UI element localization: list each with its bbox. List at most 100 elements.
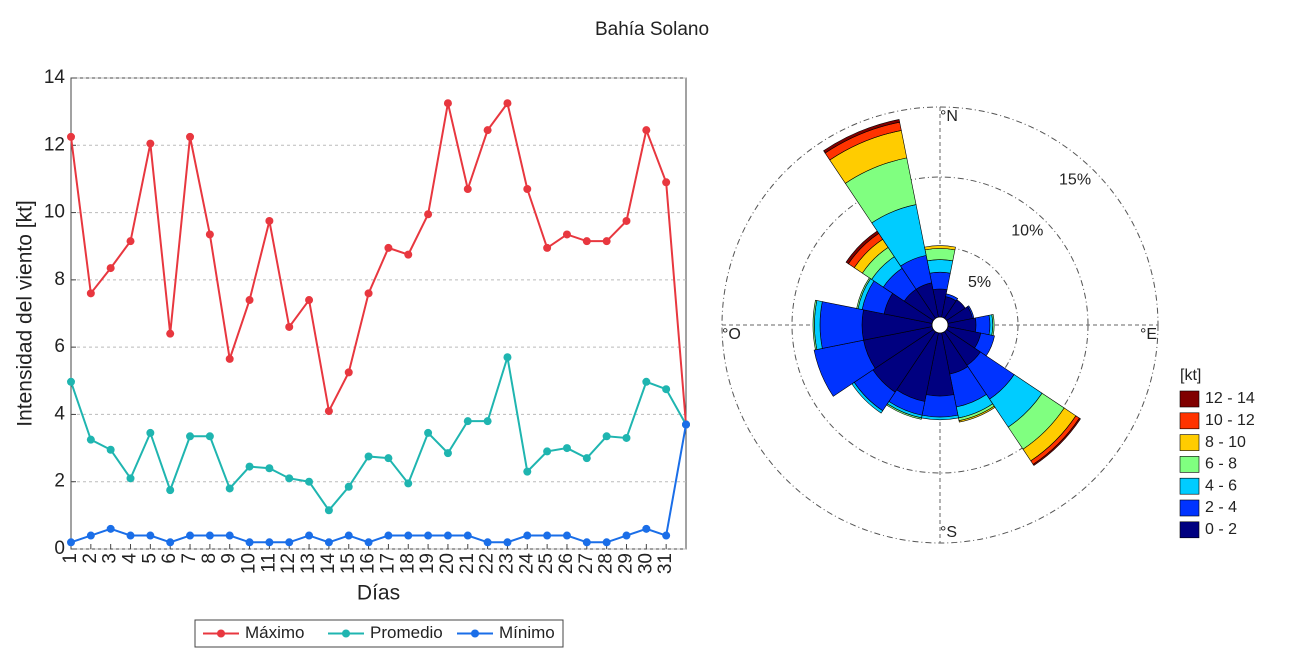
point: [364, 538, 373, 547]
point: [324, 538, 333, 547]
x-tick-label: 9: [219, 553, 240, 564]
x-tick-label: 23: [496, 553, 517, 574]
point: [582, 454, 591, 463]
x-tick-label: 15: [338, 553, 359, 574]
y-tick-label: 6: [54, 336, 65, 357]
point: [126, 237, 135, 246]
x-tick-label: 12: [278, 553, 299, 574]
legend: [194, 619, 564, 648]
point: [146, 428, 155, 437]
point: [602, 237, 611, 246]
point: [364, 289, 373, 298]
legend-label: 12 - 14: [1205, 390, 1255, 407]
y-tick-label: 2: [54, 471, 65, 492]
point: [245, 538, 254, 547]
point: [582, 538, 591, 547]
x-tick-label: 27: [576, 553, 597, 574]
x-tick-label: 16: [358, 553, 379, 574]
point: [225, 354, 234, 363]
y-tick-label: 14: [44, 67, 66, 88]
rose-segment: [929, 271, 951, 291]
x-tick-label: 13: [298, 553, 319, 574]
x-tick-label: 4: [120, 553, 141, 564]
point: [404, 479, 413, 488]
x-tick-label: 29: [615, 553, 636, 574]
point: [483, 417, 492, 426]
point: [483, 538, 492, 547]
x-tick-label: 21: [457, 553, 478, 574]
point: [662, 385, 671, 394]
point: [503, 99, 512, 108]
point: [225, 484, 234, 493]
point: [364, 452, 373, 461]
x-tick-label: 22: [477, 553, 498, 574]
point: [166, 538, 175, 547]
point: [602, 538, 611, 547]
point: [443, 531, 452, 540]
y-tick-label: 10: [44, 202, 65, 223]
rose-segment: [1032, 417, 1081, 466]
y-axis-label: Intensidad del viento [kt]: [14, 200, 37, 426]
point: [305, 477, 314, 486]
x-tick-label: 24: [516, 553, 537, 575]
x-tick-label: 26: [556, 553, 577, 574]
point: [463, 185, 472, 194]
point: [602, 432, 611, 441]
rose-segment: [924, 245, 956, 251]
x-tick-label: 25: [536, 553, 557, 574]
point: [622, 216, 631, 225]
point: [483, 126, 492, 135]
point: [106, 264, 115, 273]
rose-segment: [958, 405, 996, 423]
x-tick-label: 7: [179, 553, 200, 564]
x-tick-label: 8: [199, 553, 220, 564]
point: [265, 464, 274, 473]
point: [463, 531, 472, 540]
point: [245, 296, 254, 305]
point: [245, 462, 254, 471]
direction-label: °N: [940, 108, 958, 125]
point: [424, 428, 433, 437]
point: [324, 506, 333, 515]
point: [205, 230, 214, 239]
x-axis-label: Días: [357, 582, 400, 605]
legend-marker: [342, 629, 350, 638]
point: [86, 531, 95, 540]
legend-label: 10 - 12: [1205, 412, 1255, 429]
x-tick-label: 5: [139, 553, 160, 564]
point: [503, 538, 512, 547]
point: [86, 435, 95, 444]
point: [562, 230, 571, 239]
point: [146, 531, 155, 540]
x-tick-label: 6: [159, 553, 180, 564]
legend-swatch: [1179, 412, 1200, 430]
point: [324, 407, 333, 416]
point: [384, 454, 393, 463]
point: [67, 377, 75, 386]
y-tick-label: 0: [54, 538, 65, 559]
point: [523, 467, 532, 476]
point: [443, 99, 452, 108]
rose-segment: [924, 248, 956, 262]
point: [582, 237, 591, 246]
x-tick-label: 11: [258, 553, 279, 573]
direction-label: °E: [1140, 326, 1157, 343]
point: [642, 377, 651, 386]
x-tick-label: 1: [60, 553, 81, 564]
point: [503, 353, 512, 362]
point: [106, 524, 115, 533]
point: [344, 368, 353, 377]
point: [404, 531, 413, 540]
point: [344, 531, 353, 540]
point: [463, 417, 472, 426]
point: [642, 524, 651, 533]
x-tick-label: 28: [596, 553, 617, 574]
legend-swatch: [1179, 456, 1200, 473]
point: [543, 243, 552, 252]
point: [424, 531, 433, 540]
x-tick-label: 14: [318, 553, 339, 575]
x-tick-label: 17: [377, 553, 398, 574]
point: [662, 531, 671, 540]
x-tick-label: 31: [655, 553, 676, 574]
